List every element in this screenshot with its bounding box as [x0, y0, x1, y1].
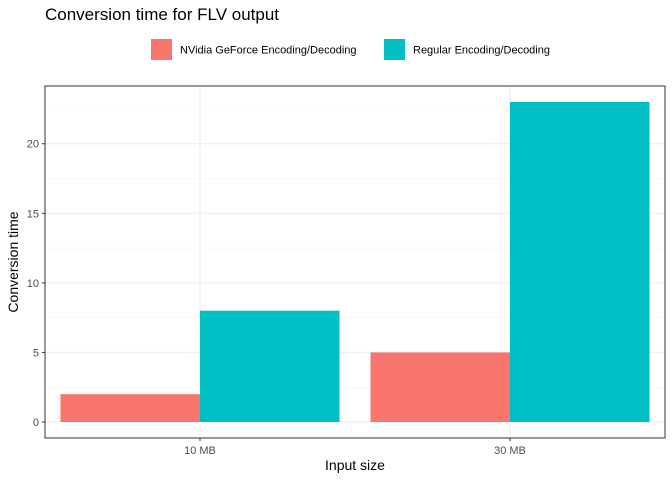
x-axis-title: Input size: [325, 457, 385, 473]
y-tick-label: 15: [27, 208, 39, 220]
legend-key-regular: [384, 39, 405, 60]
bar-nvidia-0: [60, 394, 200, 422]
bars: [60, 102, 650, 422]
y-tick-label: 0: [33, 417, 39, 429]
bar-regular-0: [200, 310, 340, 422]
legend-key-nvidia: [151, 39, 172, 60]
legend: NVidia GeForce Encoding/Decoding Regular…: [151, 39, 550, 60]
y-axis: 0 5 10 15 20: [27, 139, 45, 429]
legend-label-regular: Regular Encoding/Decoding: [413, 45, 550, 57]
x-axis: 10 MB 30 MB: [184, 438, 526, 457]
x-tick-label: 30 MB: [494, 445, 526, 457]
y-tick-label: 20: [27, 139, 39, 151]
legend-label-nvidia: NVidia GeForce Encoding/Decoding: [180, 45, 357, 57]
y-axis-title: Conversion time: [5, 211, 21, 312]
plot-border: [44, 85, 666, 439]
bar-nvidia-1: [370, 352, 510, 422]
y-tick-label: 5: [33, 347, 39, 359]
y-tick-label: 10: [27, 278, 39, 290]
chart-title: Conversion time for FLV output: [45, 5, 279, 24]
bar-regular-1: [510, 102, 650, 422]
x-tick-label: 10 MB: [184, 445, 216, 457]
